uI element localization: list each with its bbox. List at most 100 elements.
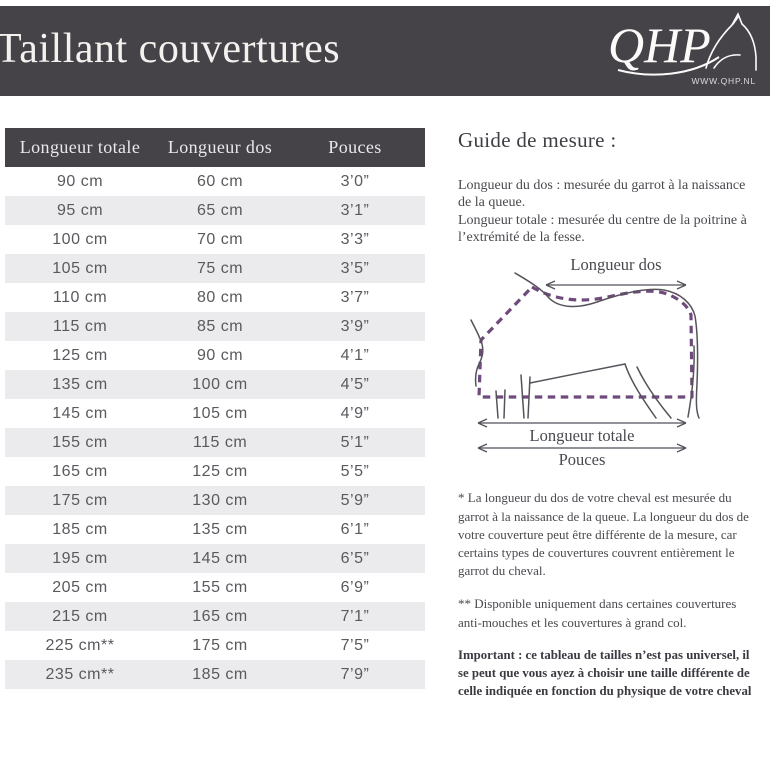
table-row: 100 cm 70 cm 3’3”: [5, 225, 425, 254]
guide-intro: Longueur du dos : mesurée du garrot à la…: [458, 177, 760, 246]
table-row: 135 cm 100 cm 4’5”: [5, 370, 425, 399]
column-header-longueur-dos: Longueur dos: [155, 128, 285, 167]
table-cell: 215 cm: [52, 607, 108, 625]
guide-heading: Guide de mesure :: [458, 128, 617, 152]
table-cell: 135 cm: [52, 375, 108, 393]
table-cell: 195 cm: [52, 549, 108, 567]
table-cell: 155 cm: [52, 433, 108, 451]
table-cell: 185 cm: [52, 520, 108, 538]
table-cell: 3’3”: [340, 230, 370, 248]
table-cell: 135 cm: [192, 520, 248, 538]
table-row: 165 cm 125 cm 5’5”: [5, 457, 425, 486]
logo-swoosh: [617, 56, 720, 76]
note-availability: ** Disponible uniquement dans certaines …: [458, 596, 737, 630]
measurement-diagram: Longueur dos: [470, 255, 700, 469]
table-cell: 4’9”: [340, 404, 370, 422]
column-header-pouces: Pouces: [285, 128, 425, 167]
table-cell: 90 cm: [196, 346, 244, 364]
table-cell: 105 cm: [192, 404, 248, 422]
header-banner: Taillant couvertures QHP WWW.QHP.NL: [0, 6, 770, 96]
table-cell: 115 cm: [192, 433, 248, 451]
table-row: 205 cm 155 cm 6’9”: [5, 573, 425, 602]
table-cell: 3’7”: [340, 288, 370, 306]
size-table: Longueur totale Longueur dos Pouces 90 c…: [5, 128, 425, 689]
table-cell: 145 cm: [192, 549, 248, 567]
table-cell: 100 cm: [192, 375, 248, 393]
table-row: 115 cm 85 cm 3’9”: [5, 312, 425, 341]
longueur-dos-arrow: [545, 280, 687, 291]
longueur-totale-arrow: [477, 418, 687, 429]
horse-head-icon: [705, 12, 757, 71]
table-cell: 225 cm**: [45, 636, 115, 654]
qhp-logo: QHP WWW.QHP.NL: [608, 12, 757, 86]
qhp-logo-url: WWW.QHP.NL: [691, 76, 756, 86]
table-cell: 105 cm: [52, 259, 108, 277]
table-row: 105 cm 75 cm 3’5”: [5, 254, 425, 283]
table-row: 215 cm 165 cm 7’1”: [5, 602, 425, 631]
table-header-row: Longueur totale Longueur dos Pouces: [5, 128, 425, 167]
table-cell: 75 cm: [196, 259, 244, 277]
diagram-label-longueur-totale: Longueur totale: [530, 426, 635, 445]
table-cell: 110 cm: [52, 288, 108, 306]
table-cell: 3’9”: [340, 317, 370, 335]
table-cell: 3’5”: [340, 259, 370, 277]
table-cell: 3’1”: [340, 201, 370, 219]
table-cell: 185 cm: [192, 665, 248, 683]
table-row: 145 cm 105 cm 4’9”: [5, 399, 425, 428]
table-row: 90 cm 60 cm 3’0”: [5, 167, 425, 196]
qhp-logo-text: QHP: [608, 17, 711, 73]
table-cell: 95 cm: [56, 201, 104, 219]
guide-intro-totale: Longueur totale : mesurée du centre de l…: [458, 212, 747, 246]
horse-sketch: [470, 272, 700, 420]
table-cell: 235 cm**: [45, 665, 115, 683]
table-cell: 100 cm: [52, 230, 108, 248]
diagram-label-pouces: Pouces: [559, 450, 606, 469]
table-cell: 130 cm: [192, 491, 248, 509]
table-cell: 80 cm: [196, 288, 244, 306]
table-cell: 6’1”: [340, 520, 370, 538]
page-title: Taillant couvertures: [0, 26, 341, 72]
guide-intro-dos: Longueur du dos : mesurée du garrot à la…: [458, 178, 746, 211]
size-table-body: 90 cm 60 cm 3’0” 95 cm 65 cm 3’1” 100 cm 70 cm 3…: [5, 167, 425, 689]
table-row: 125 cm 90 cm 4’1”: [5, 341, 425, 370]
table-cell: 115 cm: [52, 317, 108, 335]
table-cell: 7’9”: [340, 665, 370, 683]
table-cell: 7’1”: [340, 607, 370, 625]
table-cell: 6’9”: [340, 578, 370, 596]
table-cell: 4’1”: [340, 346, 370, 364]
table-cell: 145 cm: [52, 404, 108, 422]
table-cell: 125 cm: [192, 462, 248, 480]
table-cell: 85 cm: [196, 317, 244, 335]
table-cell: 65 cm: [196, 201, 244, 219]
column-header-longueur-totale: Longueur totale: [5, 128, 155, 167]
table-cell: 5’9”: [340, 491, 370, 509]
table-row: 185 cm 135 cm 6’1”: [5, 515, 425, 544]
table-cell: 205 cm: [52, 578, 108, 596]
table-cell: 175 cm: [52, 491, 108, 509]
table-cell: 7’5”: [340, 636, 370, 654]
table-cell: 60 cm: [196, 172, 244, 190]
table-cell: 165 cm: [52, 462, 108, 480]
table-cell: 70 cm: [196, 230, 244, 248]
table-row: 195 cm 145 cm 6’5”: [5, 544, 425, 573]
diagram-label-longueur-dos: Longueur dos: [570, 255, 661, 274]
table-row: 235 cm** 185 cm 7’9”: [5, 660, 425, 689]
pouces-arrow: [477, 443, 687, 454]
table-cell: 3’0”: [340, 172, 370, 190]
table-cell: 155 cm: [192, 578, 248, 596]
important-note: Important : ce tableau de tailles n’est …: [458, 647, 752, 699]
table-cell: 125 cm: [52, 346, 108, 364]
blanket-outline: [477, 285, 694, 400]
measurement-guide: Guide de mesure : Longueur du dos : mesu…: [458, 128, 760, 700]
table-row: 110 cm 80 cm 3’7”: [5, 283, 425, 312]
table-row: 175 cm 130 cm 5’9”: [5, 486, 425, 515]
table-cell: 5’1”: [340, 433, 370, 451]
table-cell: 6’5”: [340, 549, 370, 567]
table-row: 225 cm** 175 cm 7’5”: [5, 631, 425, 660]
table-cell: 4’5”: [340, 375, 370, 393]
table-cell: 5’5”: [340, 462, 370, 480]
table-cell: 165 cm: [192, 607, 248, 625]
table-row: 95 cm 65 cm 3’1”: [5, 196, 425, 225]
table-cell: 175 cm: [192, 636, 248, 654]
note-back-length: * La longueur du dos de votre cheval est…: [458, 490, 749, 579]
